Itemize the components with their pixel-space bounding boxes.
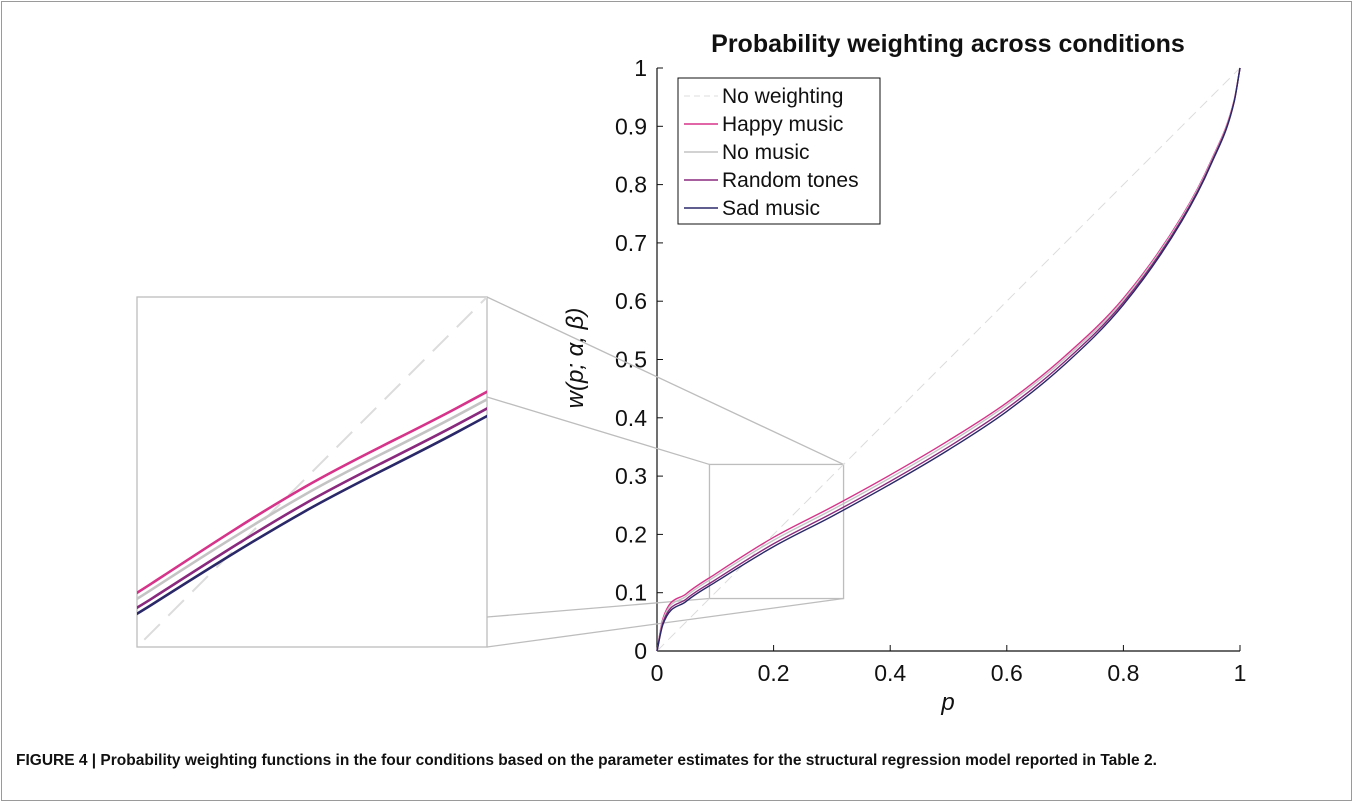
inset-series-line-sad-music — [137, 414, 487, 616]
y-tick-label: 0 — [634, 638, 647, 664]
legend-box — [677, 77, 881, 225]
series-line-sad-music — [656, 67, 1241, 652]
zoom-connector-lines — [486, 296, 845, 648]
y-tick-label: 0.7 — [615, 230, 647, 256]
y-tick-label: 0.9 — [615, 113, 647, 139]
inset-plot — [137, 297, 487, 647]
inset-series-line-no-weighting — [137, 297, 487, 647]
y-tick-label: 0.8 — [615, 172, 647, 198]
x-axis-label: p — [940, 689, 954, 716]
legend-entry-no-music: No music — [722, 141, 810, 164]
x-tick-label: 0.6 — [991, 660, 1023, 686]
legend-entry-random-tones: Random tones — [722, 169, 859, 192]
probability-weighting-chart: Probability weighting across conditions … — [136, 30, 1246, 716]
inset-series-line-random-tones — [137, 407, 487, 610]
y-axis-label: w(p; α, β) — [562, 308, 589, 409]
zoom-connector — [486, 597, 844, 648]
zoom-inset — [136, 296, 488, 648]
chart-axes: 0 0.2 0.4 0.6 0.8 100.10.20.30.40.50.60.70.80… — [615, 55, 1246, 686]
zoom-region-box — [708, 463, 845, 600]
zoom-connector — [486, 296, 844, 466]
x-tick-label: 0 — [651, 660, 664, 686]
x-tick-label: 0.2 — [758, 660, 790, 686]
x-tick-label: 1 — [1234, 660, 1247, 686]
y-tick-label: 0.3 — [615, 463, 647, 489]
legend-entry-happy-music: Happy music — [722, 113, 843, 136]
series-line-no-weighting — [656, 67, 1241, 652]
series-layer — [656, 67, 1241, 652]
y-tick-label: 1 — [634, 55, 647, 81]
zoom-connector — [486, 396, 710, 466]
legend-entry-sad-music: Sad music — [722, 197, 820, 220]
legend-entry-no-weighting: No weighting — [722, 85, 843, 108]
y-tick-label: 0.4 — [615, 405, 647, 431]
chart-title: Probability weighting across conditions — [711, 30, 1185, 58]
y-tick-label: 0.6 — [615, 288, 647, 314]
x-tick-label: 0.8 — [1107, 660, 1139, 686]
y-tick-label: 0.2 — [615, 521, 647, 547]
figure-caption: FIGURE 4 | Probability weighting functio… — [16, 752, 1157, 769]
y-tick-label: 0.1 — [615, 580, 647, 606]
x-tick-label: 0.4 — [874, 660, 906, 686]
inset-series-line-no-music — [137, 397, 487, 601]
chart-legend: No weighting Happy music No music Random to… — [677, 77, 881, 225]
inset-series-line-happy-music — [137, 390, 487, 595]
